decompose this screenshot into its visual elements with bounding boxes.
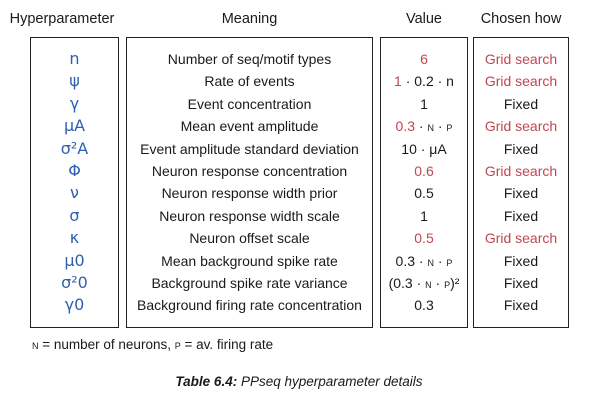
meaning-cell: Background spike rate variance <box>151 274 348 291</box>
meaning-cell: Neuron response width prior <box>161 185 338 202</box>
footnote-n-symbol: N <box>32 341 39 351</box>
table-row: γ0 Background firing rate concentration … <box>0 294 598 316</box>
footnote-p-text: = av. firing rate <box>180 337 274 352</box>
value-part: 1 <box>394 73 402 90</box>
header-chosen-how: Chosen how <box>480 11 562 27</box>
symbol-cell: ν <box>70 183 79 203</box>
symbol-cell: σ <box>69 205 80 225</box>
chosen-cell: Grid search <box>484 230 558 247</box>
value-part: (0.3 · <box>388 274 426 291</box>
meaning-cell: Neuron offset scale <box>189 230 310 247</box>
chosen-cell: Grid search <box>484 118 558 135</box>
table-row: μ0 Mean background spike rate 0.3 · N · … <box>0 250 598 272</box>
table-row: n Number of seq/motif types 6 Grid searc… <box>0 48 598 70</box>
meaning-cell: Number of seq/motif types <box>167 51 332 67</box>
chosen-cell: Fixed <box>503 252 539 269</box>
value-part: N <box>427 123 434 134</box>
symbol-cell: μA <box>63 116 86 136</box>
value-part: · <box>415 252 428 269</box>
meaning-cell: Neuron response concentration <box>151 162 348 179</box>
table-caption: Table 6.4: PPseq hyperparameter details <box>0 374 598 389</box>
symbol-cell: γ <box>69 93 80 113</box>
symbol-cell: μ0 <box>64 250 85 270</box>
meaning-cell: Rate of events <box>204 73 295 90</box>
header-value: Value <box>405 11 442 27</box>
value-part: 0.3 <box>395 118 416 135</box>
value-cell: 6 <box>420 51 428 67</box>
value-cell: 0.3 <box>414 297 434 314</box>
header-meaning: Meaning <box>221 11 278 27</box>
meaning-cell: Event concentration <box>187 95 312 112</box>
symbol-cell: σ²0 <box>61 272 88 292</box>
table-row: σ Neuron response width scale 1 Fixed <box>0 205 598 227</box>
value-cell: 1 · 0.2 · n <box>380 70 468 92</box>
header-hyperparameter: Hyperparameter <box>9 11 115 27</box>
value-cell: 1 <box>420 95 428 112</box>
value-cell: 0.5 <box>414 185 434 202</box>
value-part: P <box>446 123 453 134</box>
value-part: · <box>433 252 447 269</box>
value-part: N <box>427 257 434 268</box>
meaning-cell: Mean event amplitude <box>180 118 319 135</box>
symbol-cell: ψ <box>69 71 80 91</box>
table-row: κ Neuron offset scale 0.5 Grid search <box>0 227 598 249</box>
value-part: N <box>425 279 432 290</box>
table-row: μA Mean event amplitude 0.3 · N · P Grid… <box>0 115 598 137</box>
table-row: σ²A Event amplitude standard deviation 1… <box>0 138 598 160</box>
value-part: P <box>446 257 453 268</box>
meaning-column-box <box>126 37 373 328</box>
value-column-box <box>380 37 468 328</box>
chosen-cell: Fixed <box>503 95 539 112</box>
symbol-cell: κ <box>69 228 80 248</box>
meaning-cell: Event amplitude standard deviation <box>140 140 359 157</box>
table-row: ν Neuron response width prior 0.5 Fixed <box>0 182 598 204</box>
value-cell: 1 <box>420 207 428 224</box>
table-row: γ Event concentration 1 Fixed <box>0 93 598 115</box>
footnote: N = number of neurons, P = av. firing ra… <box>32 337 273 352</box>
symbol-cell: n <box>69 49 80 68</box>
value-part: 0.3 <box>395 252 416 269</box>
meaning-cell: Neuron response width scale <box>159 207 340 224</box>
symbol-cell: Φ <box>68 160 81 180</box>
value-part: )² <box>450 274 460 291</box>
hyperparameter-column-box <box>30 37 119 328</box>
meaning-cell: Background firing rate concentration <box>137 297 362 314</box>
value-part: · <box>415 118 428 135</box>
value-cell: 0.3 · N · P <box>380 250 468 272</box>
chosen-cell: Grid search <box>484 51 558 67</box>
value-part: · 0.2 · n <box>401 73 454 90</box>
chosen-how-column-box <box>473 37 569 328</box>
table-row: Φ Neuron response concentration 0.6 Grid… <box>0 160 598 182</box>
chosen-cell: Fixed <box>503 207 539 224</box>
table-row: ψ Rate of events 1 · 0.2 · n Grid search <box>0 70 598 92</box>
chosen-cell: Fixed <box>503 274 539 291</box>
value-part: P <box>444 279 451 290</box>
value-cell: 10 · μA <box>401 140 447 157</box>
chosen-cell: Grid search <box>484 73 558 90</box>
caption-label: Table 6.4: <box>175 374 238 389</box>
chosen-cell: Fixed <box>503 297 539 314</box>
table-body: n Number of seq/motif types 6 Grid searc… <box>0 48 598 317</box>
symbol-cell: σ²A <box>60 138 89 158</box>
footnote-p-symbol: P <box>174 341 181 351</box>
chosen-cell: Grid search <box>484 162 558 179</box>
value-cell: 0.3 · N · P <box>380 115 468 137</box>
value-cell: 0.6 <box>414 162 434 179</box>
value-part: · <box>431 274 445 291</box>
chosen-cell: Fixed <box>503 140 539 157</box>
value-cell: (0.3 · N · P)² <box>380 272 468 294</box>
value-cell: 0.5 <box>414 230 434 247</box>
footnote-n-text: = number of neurons, <box>38 337 175 352</box>
chosen-cell: Fixed <box>503 185 539 202</box>
symbol-cell: γ0 <box>64 295 85 315</box>
caption-text: PPseq hyperparameter details <box>237 374 423 389</box>
meaning-cell: Mean background spike rate <box>161 252 338 269</box>
value-part: · <box>433 118 447 135</box>
table-row: σ²0 Background spike rate variance (0.3 … <box>0 272 598 294</box>
